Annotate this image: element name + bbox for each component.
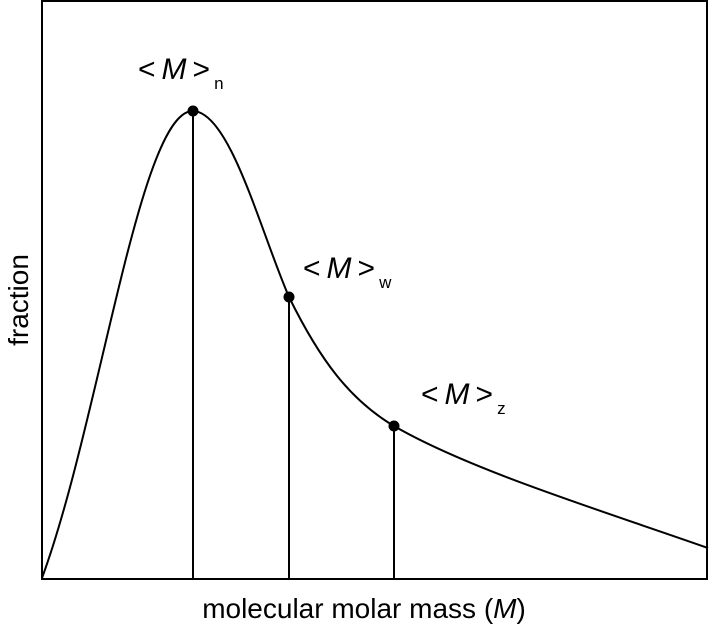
bracket: < xyxy=(138,53,156,86)
bracket: < xyxy=(421,378,439,411)
subscript: z xyxy=(497,399,506,418)
mn-point xyxy=(187,105,199,117)
symbol: M xyxy=(327,252,352,285)
distribution-curve xyxy=(41,109,709,579)
bracket: < xyxy=(303,252,321,285)
bracket: > xyxy=(358,252,376,285)
y-axis-label: fraction xyxy=(3,254,34,346)
subscript: n xyxy=(214,74,223,93)
mn-label: < M > n xyxy=(138,53,224,93)
x-label-text: ) xyxy=(516,593,525,624)
bracket: > xyxy=(476,378,494,411)
x-axis-label: molecular molar mass (M) xyxy=(202,593,526,624)
mz-point xyxy=(388,420,400,432)
symbol: M xyxy=(445,378,470,411)
mz-label: < M > z xyxy=(421,378,506,418)
mw-point xyxy=(283,291,295,303)
x-label-symbol: M xyxy=(493,593,517,624)
plot-frame xyxy=(41,0,708,580)
mw-label: < M > w xyxy=(303,252,392,292)
bracket: > xyxy=(193,53,211,86)
x-label-text: molecular molar mass ( xyxy=(202,593,494,624)
subscript: w xyxy=(378,273,392,292)
symbol: M xyxy=(162,53,187,86)
